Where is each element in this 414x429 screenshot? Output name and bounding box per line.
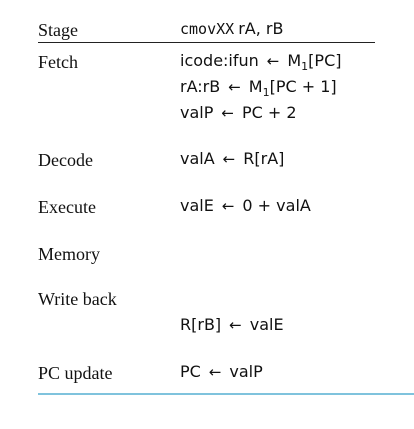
left-arrow-icon: ← (221, 104, 234, 122)
execute-lhs: valE (180, 196, 214, 215)
fetch-line-1: icode:ifun ← M1[PC] (180, 51, 342, 74)
fetch-line-1-mem: M (287, 51, 302, 70)
pcupdate-line: PC ← valP (180, 364, 263, 380)
left-arrow-icon: ← (222, 150, 236, 168)
left-arrow-icon: ← (208, 363, 222, 381)
fetch-line-2-arg: [PC + 1] (269, 77, 337, 96)
fetch-line-2: rA:rB ← M1[PC + 1] (180, 77, 337, 100)
fetch-line-1-lhs: icode:ifun (180, 51, 259, 70)
decode-lhs: valA (180, 149, 215, 168)
stage-memory: Memory (38, 244, 100, 264)
stage-decode: Decode (38, 150, 93, 170)
left-arrow-icon: ← (228, 78, 241, 96)
left-arrow-icon: ← (229, 316, 242, 334)
instruction-args: rA, rB (238, 19, 284, 38)
fetch-line-2-lhs: rA:rB (180, 77, 221, 96)
left-arrow-icon: ← (221, 197, 235, 215)
execute-rhs: 0 + valA (242, 196, 311, 215)
header-rule (38, 42, 375, 43)
footer-rule (38, 393, 414, 395)
writeback-rhs: valE (249, 315, 284, 334)
fetch-line-1-arg: [PC] (308, 51, 342, 70)
header-instruction: cmovXX rA, rB (180, 21, 283, 38)
fetch-line-3-rhs: PC + 2 (241, 103, 297, 122)
stage-execute: Execute (38, 197, 96, 217)
execute-line: valE ← 0 + valA (180, 198, 311, 214)
pcupdate-rhs: valP (229, 362, 263, 381)
fetch-line-2-sub: 1 (262, 86, 270, 100)
stage-fetch: Fetch (38, 52, 78, 72)
pcupdate-lhs: PC (180, 362, 201, 381)
fetch-line-1-sub: 1 (301, 60, 309, 74)
instruction-mnemonic: cmovXX (180, 20, 235, 38)
stage-write-back: Write back (38, 289, 117, 309)
writeback-line: R[rB] ← valE (180, 317, 284, 333)
fetch-line-3: valP ← PC + 2 (180, 105, 297, 121)
header-stage-label: Stage (38, 20, 78, 40)
writeback-lhs: R[rB] (180, 315, 222, 334)
decode-line: valA ← R[rA] (180, 151, 284, 167)
fetch-line-3-lhs: valP (180, 103, 214, 122)
left-arrow-icon: ← (266, 52, 280, 70)
decode-rhs: R[rA] (243, 149, 285, 168)
stage-pc-update: PC update (38, 363, 113, 383)
fetch-line-2-mem: M (248, 77, 263, 96)
